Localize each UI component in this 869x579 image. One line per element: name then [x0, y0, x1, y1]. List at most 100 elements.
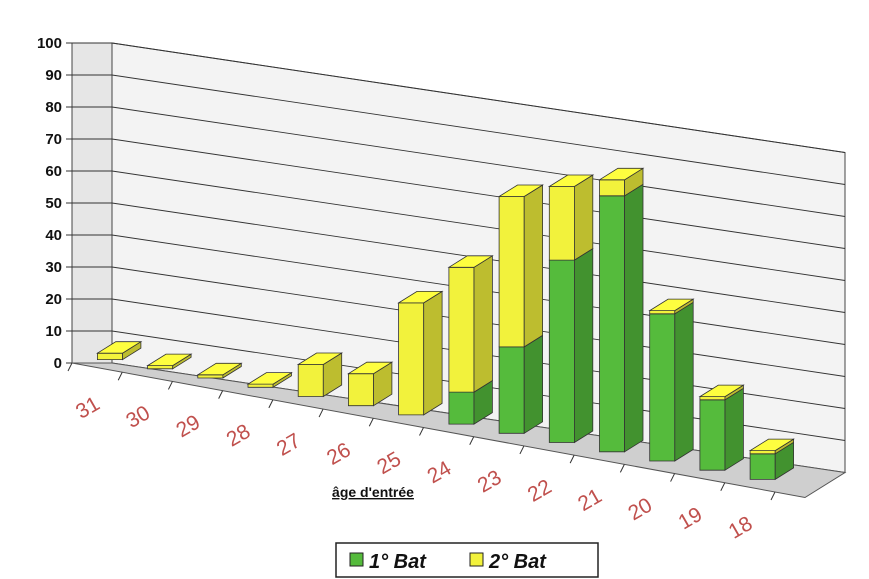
bar-side [423, 290, 443, 416]
x-tick-label: 18 [725, 512, 757, 544]
bar-front [599, 195, 625, 453]
x-tick-mark [67, 362, 73, 372]
bar-top [547, 174, 595, 187]
bar-segment [599, 183, 644, 453]
x-tick-mark [318, 408, 324, 418]
x-tick-label: 21 [574, 484, 606, 516]
legend-box [335, 542, 599, 578]
y-tick-label: 80 [45, 99, 62, 116]
bar-top [397, 290, 444, 304]
x-tick-mark [770, 491, 776, 501]
bar-segment [649, 301, 694, 462]
x-tick-label: 19 [675, 503, 707, 535]
x-tick-mark [368, 418, 374, 427]
bar-front [548, 186, 575, 261]
y-axis-ticks: 0 10 20 30 40 50 60 70 80 90 100 [37, 35, 72, 372]
bar-front [147, 365, 174, 370]
bar-top [246, 372, 293, 385]
bar-side [574, 247, 594, 444]
bar-segment [448, 255, 493, 393]
bar-side [473, 255, 493, 393]
bar-top [698, 384, 745, 398]
x-tick-label: 20 [624, 494, 656, 526]
bar-top [497, 184, 544, 197]
bar-front [247, 383, 274, 388]
legend-swatch [349, 552, 364, 567]
bar-segment [599, 167, 644, 197]
y-tick-label: 60 [45, 163, 62, 180]
y-tick-label: 10 [45, 323, 62, 340]
x-tick-mark [167, 381, 173, 390]
bar-side [674, 301, 694, 462]
x-tick-mark [117, 371, 123, 381]
bar-front [347, 373, 374, 407]
x-tick-label: 28 [223, 420, 255, 452]
bar-front [498, 196, 525, 348]
x-tick-mark [469, 436, 475, 445]
bar-side [574, 174, 594, 261]
legend-swatch [469, 552, 484, 567]
bar-front [649, 310, 676, 315]
bar-segment [448, 379, 493, 425]
bar-side [724, 387, 744, 471]
bar-front [749, 453, 776, 480]
x-tick-mark [720, 482, 726, 492]
bar-front [649, 313, 676, 462]
y-tick-label: 50 [45, 195, 62, 212]
floor [71, 362, 847, 499]
bar-front [448, 266, 475, 393]
y-tick-label: 100 [37, 35, 62, 52]
x-tick-label: 25 [373, 447, 405, 479]
x-tick-mark [419, 427, 424, 436]
x-tick-label: 24 [423, 457, 455, 489]
bar-side [624, 183, 644, 453]
x-tick-mark [569, 454, 575, 464]
gridline [72, 74, 846, 185]
bar-front [297, 364, 324, 397]
bar-top [598, 167, 645, 181]
bar-segment [699, 387, 744, 471]
bar-front [97, 352, 123, 361]
x-tick-mark [519, 445, 525, 455]
bars [96, 167, 795, 481]
bar-top [748, 438, 795, 452]
x-tick-mark [268, 399, 274, 409]
x-tick-mark [619, 464, 625, 473]
bar-side [523, 184, 543, 348]
x-axis-label: âge d'entrée [332, 484, 414, 500]
y-tick-label: 0 [54, 355, 62, 372]
bar-top [447, 255, 494, 268]
bar-segment [498, 334, 543, 435]
bar-front [398, 302, 425, 416]
bar-front [699, 399, 726, 471]
bar-front [699, 396, 726, 401]
x-tick-label: 27 [273, 429, 305, 461]
legend-label: 2° Bat [488, 551, 547, 573]
x-tick-label: 23 [474, 466, 506, 498]
bar-top [96, 341, 143, 354]
y-tick-label: 40 [45, 227, 62, 244]
x-tick-mark [670, 473, 676, 482]
x-tick-label: 31 [72, 392, 104, 424]
y-tick-label: 90 [45, 67, 62, 84]
bar-segment [548, 247, 594, 444]
gridline [72, 42, 846, 153]
bar-segment [749, 441, 794, 481]
bar-segment [498, 184, 543, 348]
x-tick-label: 22 [524, 475, 556, 507]
bar-front [548, 259, 575, 443]
x-tick-mark [218, 390, 224, 399]
x-tick-label: 30 [122, 401, 154, 433]
y-tick-label: 20 [45, 291, 62, 308]
y-tick-label: 70 [45, 131, 62, 148]
bar-front [498, 346, 525, 434]
bar-segment [649, 298, 694, 315]
legend: 1° Bat 2° Bat [335, 542, 599, 578]
bar-segment [398, 290, 443, 416]
bar-top [196, 362, 243, 376]
bar-segment [297, 352, 343, 398]
bar-front [749, 450, 776, 455]
x-tick-label: 26 [323, 438, 355, 470]
x-tick-label: 29 [172, 411, 204, 443]
